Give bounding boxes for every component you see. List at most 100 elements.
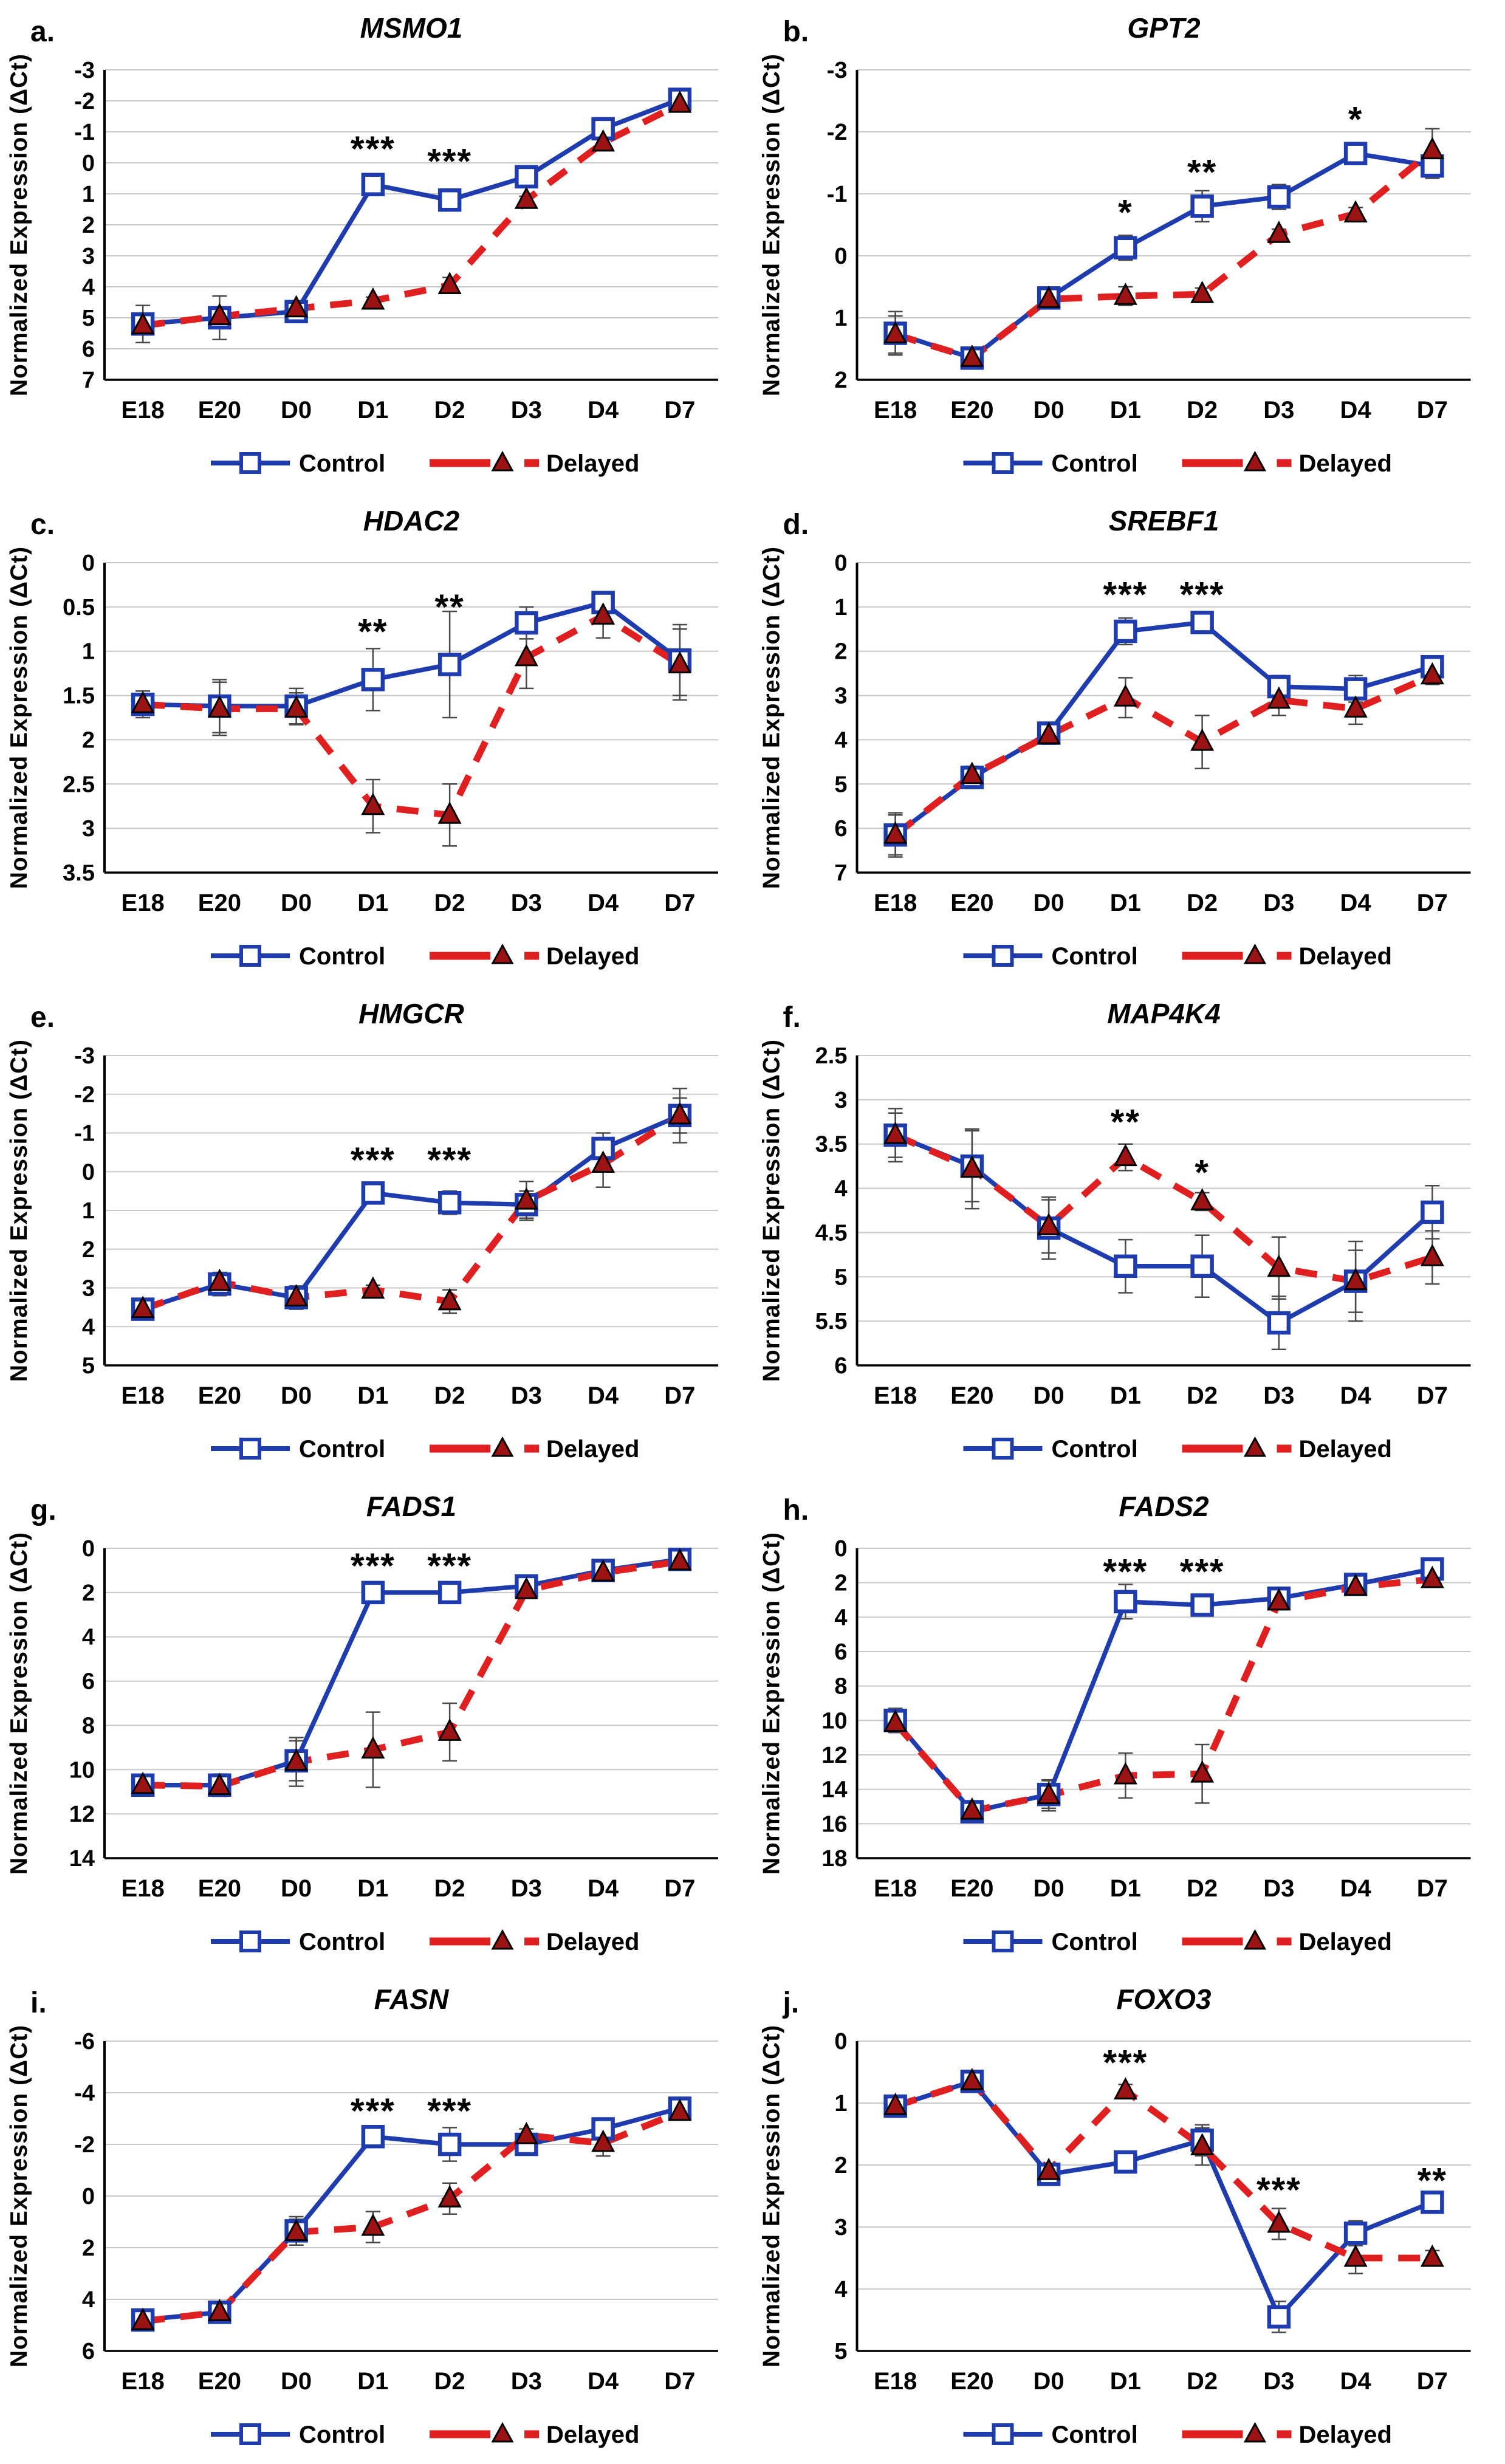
delayed-triangle-marker — [1113, 1762, 1137, 1785]
x-tick-label: D4 — [1340, 397, 1372, 424]
x-tick-label: D1 — [357, 2368, 388, 2395]
control-markers — [883, 611, 1444, 847]
delayed-triangle-marker — [668, 1548, 692, 1571]
delayed-triangle-marker — [591, 1559, 615, 1582]
y-tick-labels: 0 1 2 3 4 5 — [834, 2029, 847, 2364]
x-tick-labels: E18 E20 D0 D1 D2 D3 D4 D7 — [122, 890, 696, 916]
delayed-triangle-marker — [437, 801, 462, 824]
control-line — [143, 1557, 681, 1788]
x-tick-label: E18 — [122, 1875, 165, 1902]
y-tick-label: 6 — [834, 1639, 847, 1665]
x-tick-label: D1 — [1110, 1875, 1141, 1902]
significance-stars: *** — [1256, 2171, 1301, 2210]
y-tick-label: 12 — [821, 1743, 847, 1768]
y-tick-label: 3 — [834, 684, 847, 709]
x-tick-label: D2 — [434, 1382, 465, 1409]
legend-control-marker — [992, 1930, 1014, 1952]
panel-letter: b. — [783, 16, 809, 48]
delayed-triangle-marker — [361, 792, 385, 815]
y-tick-label: 2 — [82, 1580, 95, 1606]
control-markers — [883, 2070, 1444, 2329]
y-tick-label: 2 — [82, 213, 95, 238]
y-tick-label: 8 — [834, 1674, 847, 1700]
y-tick-labels: 2.5 3 3.5 4 4.5 5 5.5 6 — [815, 1043, 848, 1379]
y-axis-title: Normalized Expression (ΔCt) — [759, 53, 785, 396]
legend: Control Delayed — [963, 2421, 1392, 2448]
x-tick-label: D0 — [281, 1382, 312, 1409]
significance-annotations: *** *** — [351, 1546, 471, 1586]
delayed-triangle-marker — [1037, 2158, 1061, 2180]
significance-stars: *** — [427, 1141, 472, 1180]
y-tick-label: 4 — [82, 1625, 95, 1650]
y-tick-label: -2 — [827, 120, 848, 145]
legend-control-label: Control — [299, 2421, 385, 2448]
delayed-triangle-marker — [284, 295, 309, 318]
legend-control-label: Control — [299, 1436, 385, 1463]
y-tick-label: 18 — [821, 1846, 847, 1872]
x-tick-label: E18 — [874, 1382, 917, 1409]
chart-title: GPT2 — [1127, 12, 1201, 44]
y-tick-label: 4 — [834, 1605, 847, 1630]
x-tick-label: D4 — [1340, 890, 1372, 916]
delayed-triangle-marker — [514, 1577, 538, 1599]
x-tick-label: E18 — [874, 890, 917, 916]
y-tick-labels: 0 0.5 1 1.5 2 2.5 3 3.5 — [63, 551, 95, 886]
x-tick-label: E18 — [874, 1875, 917, 1902]
delayed-triangle-marker — [437, 1288, 462, 1311]
legend-control-marker — [239, 945, 261, 967]
x-tick-label: D2 — [434, 1875, 465, 1902]
y-tick-label: 3 — [82, 1276, 95, 1302]
x-tick-label: D4 — [588, 890, 619, 916]
chart-title: FOXO3 — [1117, 1983, 1212, 2015]
legend-control-marker — [992, 1438, 1014, 1460]
y-tick-label: -3 — [74, 1043, 95, 1069]
x-tick-label: D4 — [1340, 1875, 1372, 1902]
y-tick-label: 4 — [82, 2287, 95, 2313]
delayed-triangle-marker — [1190, 1760, 1215, 1783]
y-tick-label: 0 — [834, 1536, 847, 1562]
delayed-triangle-marker — [960, 761, 984, 784]
delayed-triangle-marker — [514, 2121, 538, 2144]
x-tick-label: D3 — [511, 1875, 542, 1902]
panel-letter: g. — [30, 1494, 57, 1526]
significance-stars: *** — [427, 2092, 472, 2131]
delayed-markers — [883, 1121, 1444, 1291]
control-square-marker — [1267, 2305, 1291, 2329]
delayed-line — [893, 1576, 1433, 1814]
gridlines — [105, 562, 718, 829]
panel-letter: i. — [30, 1987, 47, 2019]
legend: Control Delayed — [211, 1436, 639, 1463]
legend-control-label: Control — [1052, 943, 1138, 970]
significance-stars: *** — [1103, 1552, 1148, 1591]
delayed-triangle-marker — [960, 2068, 984, 2090]
panel-h: 0 2 4 6 8 10 12 14 16 18 E18 E20 D0 D1 D2 D3 D4 D7 h. FADS2… — [752, 1478, 1505, 1971]
delayed-triangle-marker — [131, 312, 155, 335]
delayed-markers — [131, 90, 692, 335]
y-tick-label: 3 — [82, 244, 95, 269]
delayed-triangle-marker — [131, 690, 155, 713]
y-tick-label: -1 — [74, 1121, 95, 1147]
y-tick-label: -2 — [74, 1082, 95, 1108]
panel-letter: h. — [783, 1494, 809, 1526]
legend-delayed-marker — [491, 943, 514, 964]
delayed-triangle-marker — [207, 695, 231, 718]
x-tick-label: D2 — [434, 2368, 465, 2395]
x-tick-labels: E18 E20 D0 D1 D2 D3 D4 D7 — [874, 2368, 1448, 2395]
control-square-marker — [1421, 2190, 1444, 2214]
legend-delayed-marker — [491, 1436, 514, 1457]
y-axis-title: Normalized Expression (ΔCt) — [6, 53, 32, 396]
delayed-line — [142, 612, 682, 818]
delayed-triangle-marker — [960, 1797, 984, 1820]
legend-delayed-label: Delayed — [546, 1929, 639, 1955]
x-tick-label: D0 — [1034, 397, 1064, 424]
y-axis-title: Normalized Expression (ΔCt) — [6, 1039, 32, 1382]
delayed-line — [142, 101, 682, 329]
legend: Control Delayed — [963, 943, 1392, 970]
gridlines — [105, 1055, 718, 1328]
delayed-triangle-marker — [668, 2098, 692, 2121]
x-tick-label: E20 — [198, 397, 241, 424]
y-tick-label: 6 — [834, 816, 847, 842]
y-tick-label: -1 — [827, 182, 848, 207]
gridlines — [105, 2040, 718, 2300]
